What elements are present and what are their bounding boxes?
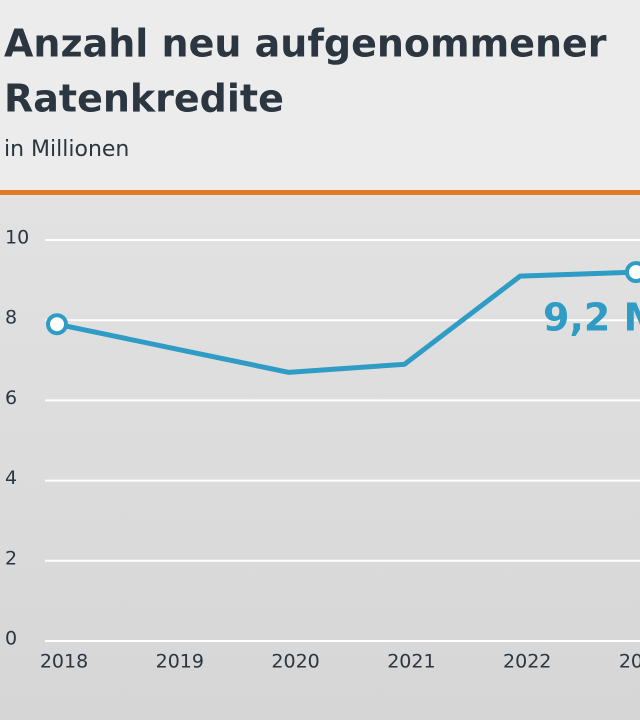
value-label: 9,2 Mio. <box>543 296 640 340</box>
data-line <box>56 269 637 375</box>
header-background <box>0 0 640 192</box>
x-tick-label: 2021 <box>387 651 435 673</box>
data-point <box>625 261 640 284</box>
chart-title: Ratenkredite <box>4 77 284 121</box>
x-tick-label: 2023 <box>619 651 640 673</box>
y-tick-label: 0 <box>5 628 17 650</box>
x-tick-label: 2019 <box>156 651 204 673</box>
x-tick-label: 2018 <box>40 651 88 673</box>
x-tick-label: 2020 <box>271 651 319 673</box>
plot-background <box>0 194 640 720</box>
x-tick-label: 2022 <box>503 651 551 673</box>
y-tick-label: 4 <box>5 467 17 489</box>
y-tick-label: 2 <box>5 547 17 569</box>
chart-subtitle: in Millionen <box>4 137 129 162</box>
y-tick-label: 6 <box>5 387 17 409</box>
y-tick-label: 10 <box>5 227 29 249</box>
y-tick-label: 8 <box>5 307 17 329</box>
data-point <box>46 313 68 336</box>
chart-title: Anzahl neu aufgenommener <box>4 22 607 66</box>
header-rule <box>0 190 640 195</box>
